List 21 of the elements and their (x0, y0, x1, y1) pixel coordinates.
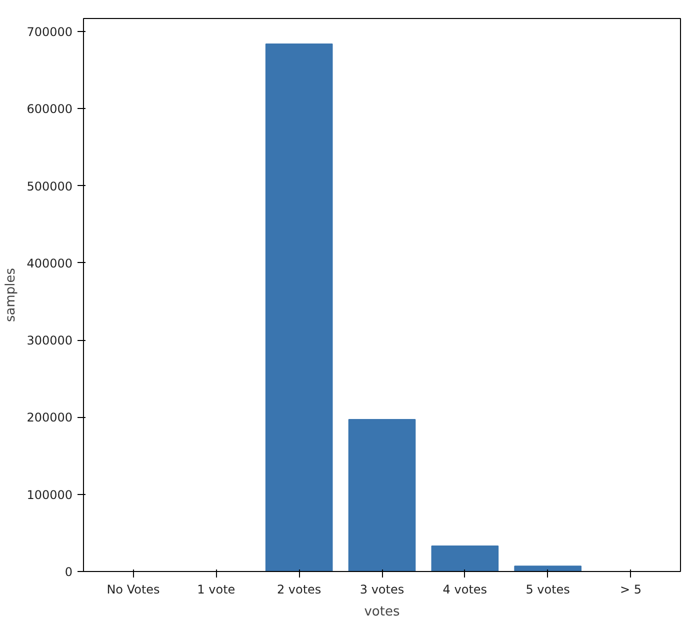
bar (431, 546, 499, 572)
bar (514, 566, 582, 572)
x-tick-label: 1 vote (197, 582, 236, 596)
bar (265, 43, 333, 572)
y-tick-label: 500000 (26, 179, 73, 194)
bar (348, 419, 416, 572)
y-tick-label: 200000 (26, 410, 73, 425)
y-axis-title: samples (4, 268, 19, 322)
y-tick-label: 300000 (26, 334, 73, 348)
x-tick-label: 4 votes (442, 582, 488, 596)
x-axis-title: votes (364, 604, 400, 620)
y-tick-label: 0 (64, 565, 73, 579)
x-tick-label: 2 votes (276, 582, 322, 596)
x-tick-label: 3 votes (360, 582, 404, 596)
x-tick-label: 5 votes (526, 582, 570, 596)
y-tick-label: 400000 (26, 256, 73, 270)
x-tick-label: No Votes (106, 582, 160, 596)
y-tick-label: 600000 (26, 102, 73, 116)
x-tick-label: > 5 (620, 582, 642, 596)
y-tick-label: 100000 (26, 488, 73, 502)
y-tick-label: 700000 (26, 25, 73, 40)
